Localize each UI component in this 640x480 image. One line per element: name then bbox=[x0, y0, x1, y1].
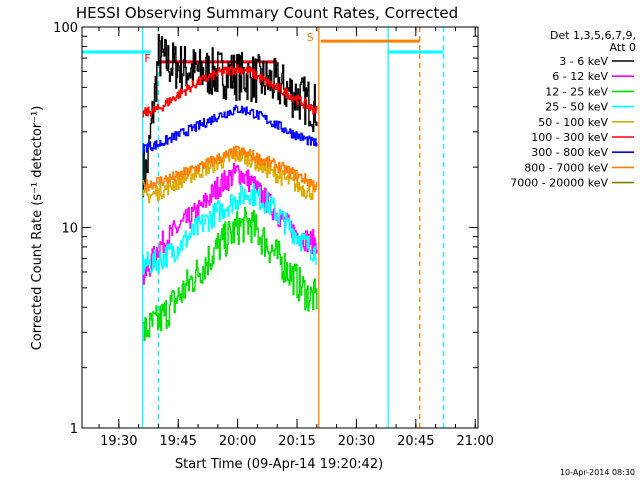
y-tick-label: 1 bbox=[70, 422, 78, 437]
legend-entry-label: 25 - 50 keV bbox=[545, 101, 608, 114]
legend: Det 1,3,5,6,7,9,Att 03 - 6 keV 6 - 12 keV… bbox=[510, 29, 636, 190]
x-tick-label: 20:00 bbox=[219, 434, 256, 449]
plot-area: FS bbox=[82, 27, 445, 428]
legend-entry-label: 800 - 7000 keV bbox=[524, 161, 608, 174]
legend-entry-label: 7000 - 20000 keV bbox=[510, 177, 608, 190]
series-line bbox=[142, 183, 318, 274]
series-line bbox=[142, 64, 318, 118]
legend-entry-label: 50 - 100 keV bbox=[538, 116, 608, 129]
y-tick-label: 100 bbox=[53, 21, 78, 36]
x-tick-label: 20:45 bbox=[397, 434, 434, 449]
x-tick-label: 19:30 bbox=[100, 434, 137, 449]
timestamp: 10-Apr-2014 08:30 bbox=[560, 468, 635, 477]
axes: 1 10 100 19:30 19:45 20:00 20:15 20:30 20:45 21:0… bbox=[53, 21, 494, 449]
legend-entry-label: 300 - 800 keV bbox=[531, 146, 608, 159]
legend-entry-label: 3 - 6 keV bbox=[559, 55, 608, 68]
series-line bbox=[142, 148, 318, 204]
legend-header: Det 1,3,5,6,7,9, bbox=[550, 29, 636, 42]
legend-entry-label: 12 - 25 keV bbox=[545, 85, 608, 98]
series-line bbox=[142, 145, 318, 192]
y-tick-label: 10 bbox=[61, 222, 78, 237]
y-axis-label: Corrected Count Rate (s⁻¹ detector⁻¹) bbox=[30, 106, 45, 351]
chart-title: HESSI Observing Summary Count Rates, Cor… bbox=[76, 4, 458, 22]
x-tick-label: 21:00 bbox=[456, 434, 493, 449]
flag-label: F bbox=[144, 52, 150, 65]
legend-entry-label: 100 - 300 keV bbox=[531, 131, 608, 144]
series-line bbox=[142, 104, 318, 153]
x-tick-label: 20:15 bbox=[278, 434, 315, 449]
x-tick-label: 19:45 bbox=[159, 434, 196, 449]
x-tick-label: 20:30 bbox=[338, 434, 375, 449]
x-axis-label: Start Time (09-Apr-14 19:20:42) bbox=[175, 457, 383, 472]
flag-label: S bbox=[307, 31, 314, 44]
legend-header: Att 0 bbox=[610, 41, 636, 54]
legend-entry-label: 6 - 12 keV bbox=[552, 70, 608, 83]
series-line bbox=[142, 206, 318, 341]
